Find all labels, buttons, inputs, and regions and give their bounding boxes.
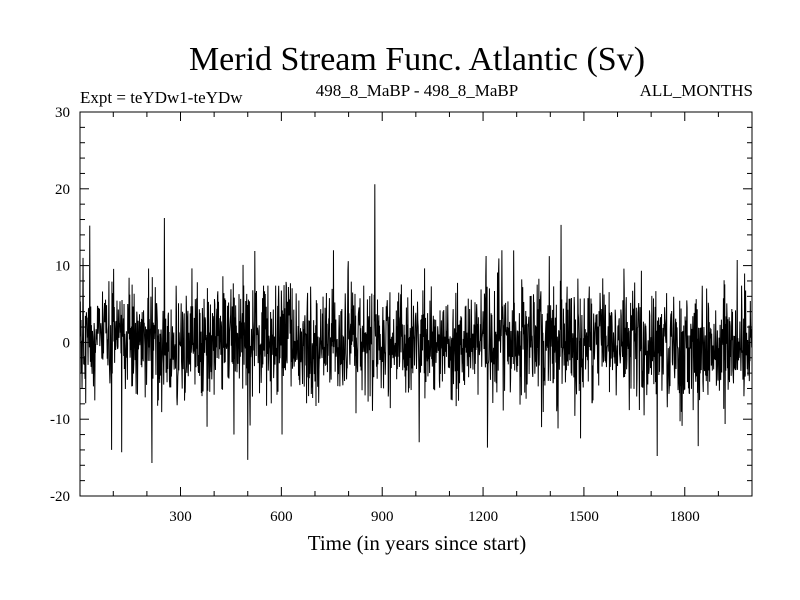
x-tick-label: 900 — [371, 509, 394, 525]
x-tick-label: 1800 — [670, 509, 700, 525]
x-tick-label: 1500 — [569, 509, 599, 525]
plot-frame — [79, 111, 753, 497]
period-label: 498_8_MaBP - 498_8_MaBP — [316, 81, 518, 100]
x-tick-label: 600 — [270, 509, 293, 525]
x-axis-label: Time (in years since start) — [308, 531, 527, 555]
x-tick-label: 300 — [169, 509, 192, 525]
y-tick-label: -10 — [50, 412, 70, 428]
experiment-label: Expt = teYDw1-teYDw — [80, 88, 243, 107]
chart-title: Merid Stream Func. Atlantic (Sv) — [189, 41, 645, 78]
months-label: ALL_MONTHS — [640, 81, 753, 100]
y-tick-label: -20 — [50, 489, 70, 505]
series-layer — [79, 184, 753, 463]
tick-labels: -20 -10 0 10 20 30 300 600 900 1200 1500 1800 — [50, 105, 700, 525]
series-line — [79, 184, 753, 463]
x-tick-label: 1200 — [468, 509, 498, 525]
y-tick-label: 30 — [55, 105, 70, 121]
y-tick-label: 0 — [63, 335, 71, 351]
y-tick-label: 10 — [55, 259, 70, 275]
y-tick-label: 20 — [55, 182, 70, 198]
